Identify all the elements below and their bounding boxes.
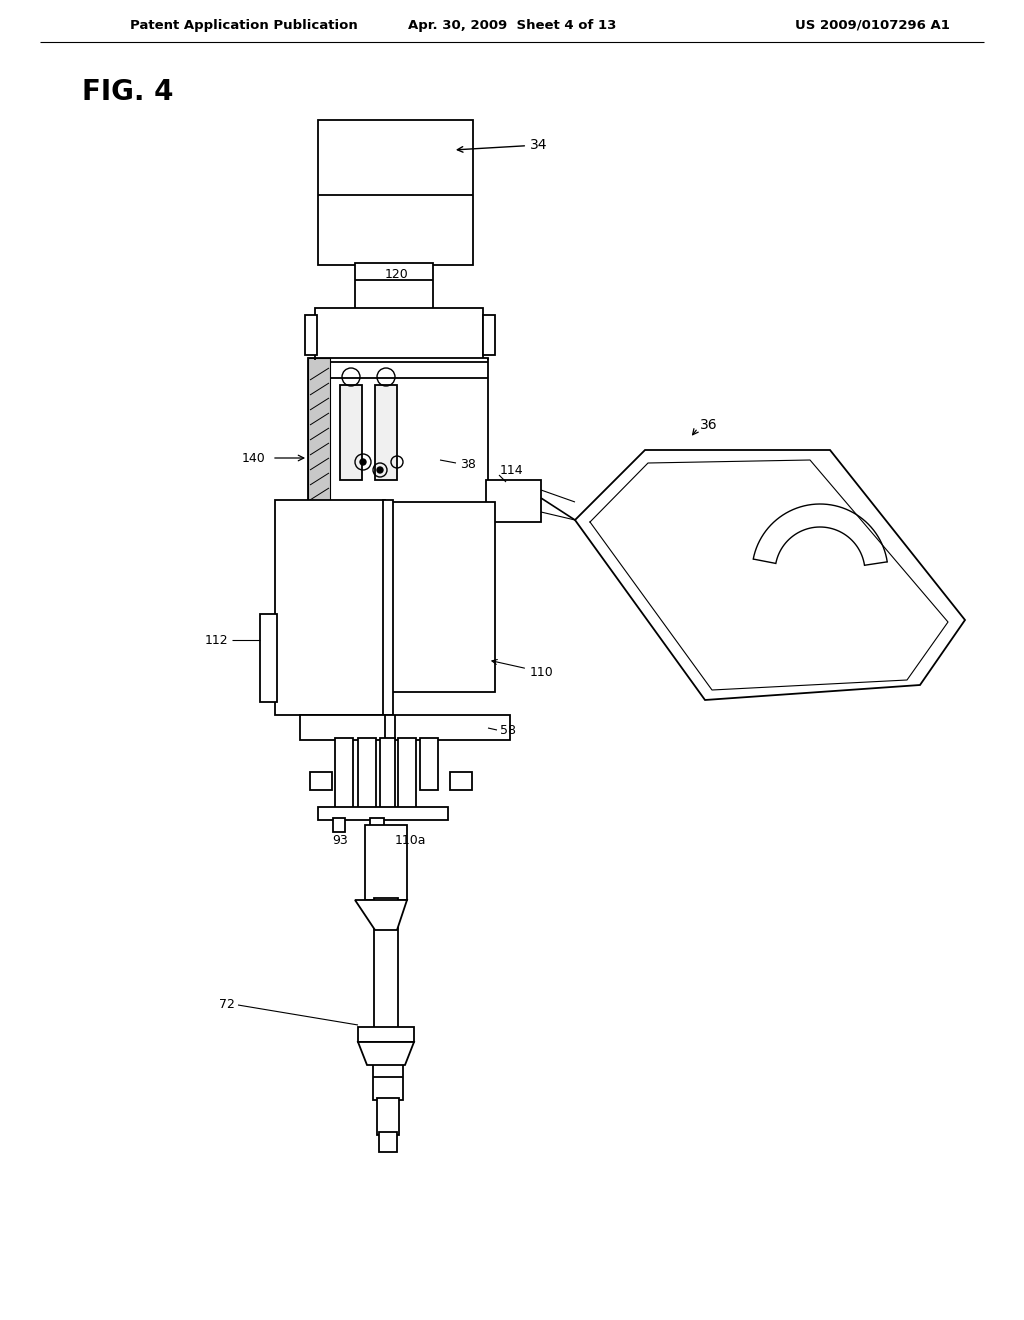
Bar <box>310 772 332 789</box>
Text: 140: 140 <box>242 451 265 465</box>
Bar <box>318 120 473 265</box>
Circle shape <box>360 459 366 465</box>
Bar <box>374 898 398 1030</box>
Bar <box>300 715 510 741</box>
Bar <box>377 1098 399 1135</box>
Text: 110: 110 <box>492 660 554 678</box>
Text: 36: 36 <box>700 418 718 432</box>
Bar <box>388 502 495 692</box>
Bar <box>335 738 353 810</box>
Bar <box>315 308 483 360</box>
Polygon shape <box>355 900 407 931</box>
Bar <box>383 500 393 715</box>
Bar <box>373 1063 403 1100</box>
Text: FIG. 4: FIG. 4 <box>82 78 173 106</box>
Text: US 2009/0107296 A1: US 2009/0107296 A1 <box>795 18 950 32</box>
Bar <box>365 825 407 900</box>
Text: 34: 34 <box>458 139 548 152</box>
Circle shape <box>377 467 383 473</box>
Bar <box>308 358 330 506</box>
Bar <box>260 614 278 702</box>
Bar <box>340 385 362 480</box>
Bar <box>308 358 488 506</box>
Bar <box>379 1133 397 1152</box>
Text: 93: 93 <box>332 833 348 846</box>
Bar <box>318 807 449 820</box>
Bar <box>486 480 541 521</box>
Bar <box>398 738 416 810</box>
Text: Patent Application Publication: Patent Application Publication <box>130 18 357 32</box>
Bar <box>375 385 397 480</box>
Bar <box>483 315 495 355</box>
Bar <box>380 738 395 810</box>
Bar <box>358 1027 414 1041</box>
Text: 110a: 110a <box>395 833 427 846</box>
Bar <box>355 263 433 310</box>
Bar <box>358 738 376 810</box>
Bar <box>333 818 345 832</box>
Bar <box>275 500 385 715</box>
Text: Apr. 30, 2009  Sheet 4 of 13: Apr. 30, 2009 Sheet 4 of 13 <box>408 18 616 32</box>
Text: 114: 114 <box>500 463 523 477</box>
Bar <box>420 738 438 789</box>
Polygon shape <box>575 450 965 700</box>
Bar <box>370 818 384 832</box>
Text: 38: 38 <box>460 458 476 471</box>
Polygon shape <box>358 1041 414 1065</box>
Text: 112: 112 <box>205 634 228 647</box>
Text: 72: 72 <box>219 998 234 1011</box>
Text: 58: 58 <box>500 723 516 737</box>
Bar <box>305 315 317 355</box>
Text: 120: 120 <box>385 268 409 281</box>
Bar <box>450 772 472 789</box>
